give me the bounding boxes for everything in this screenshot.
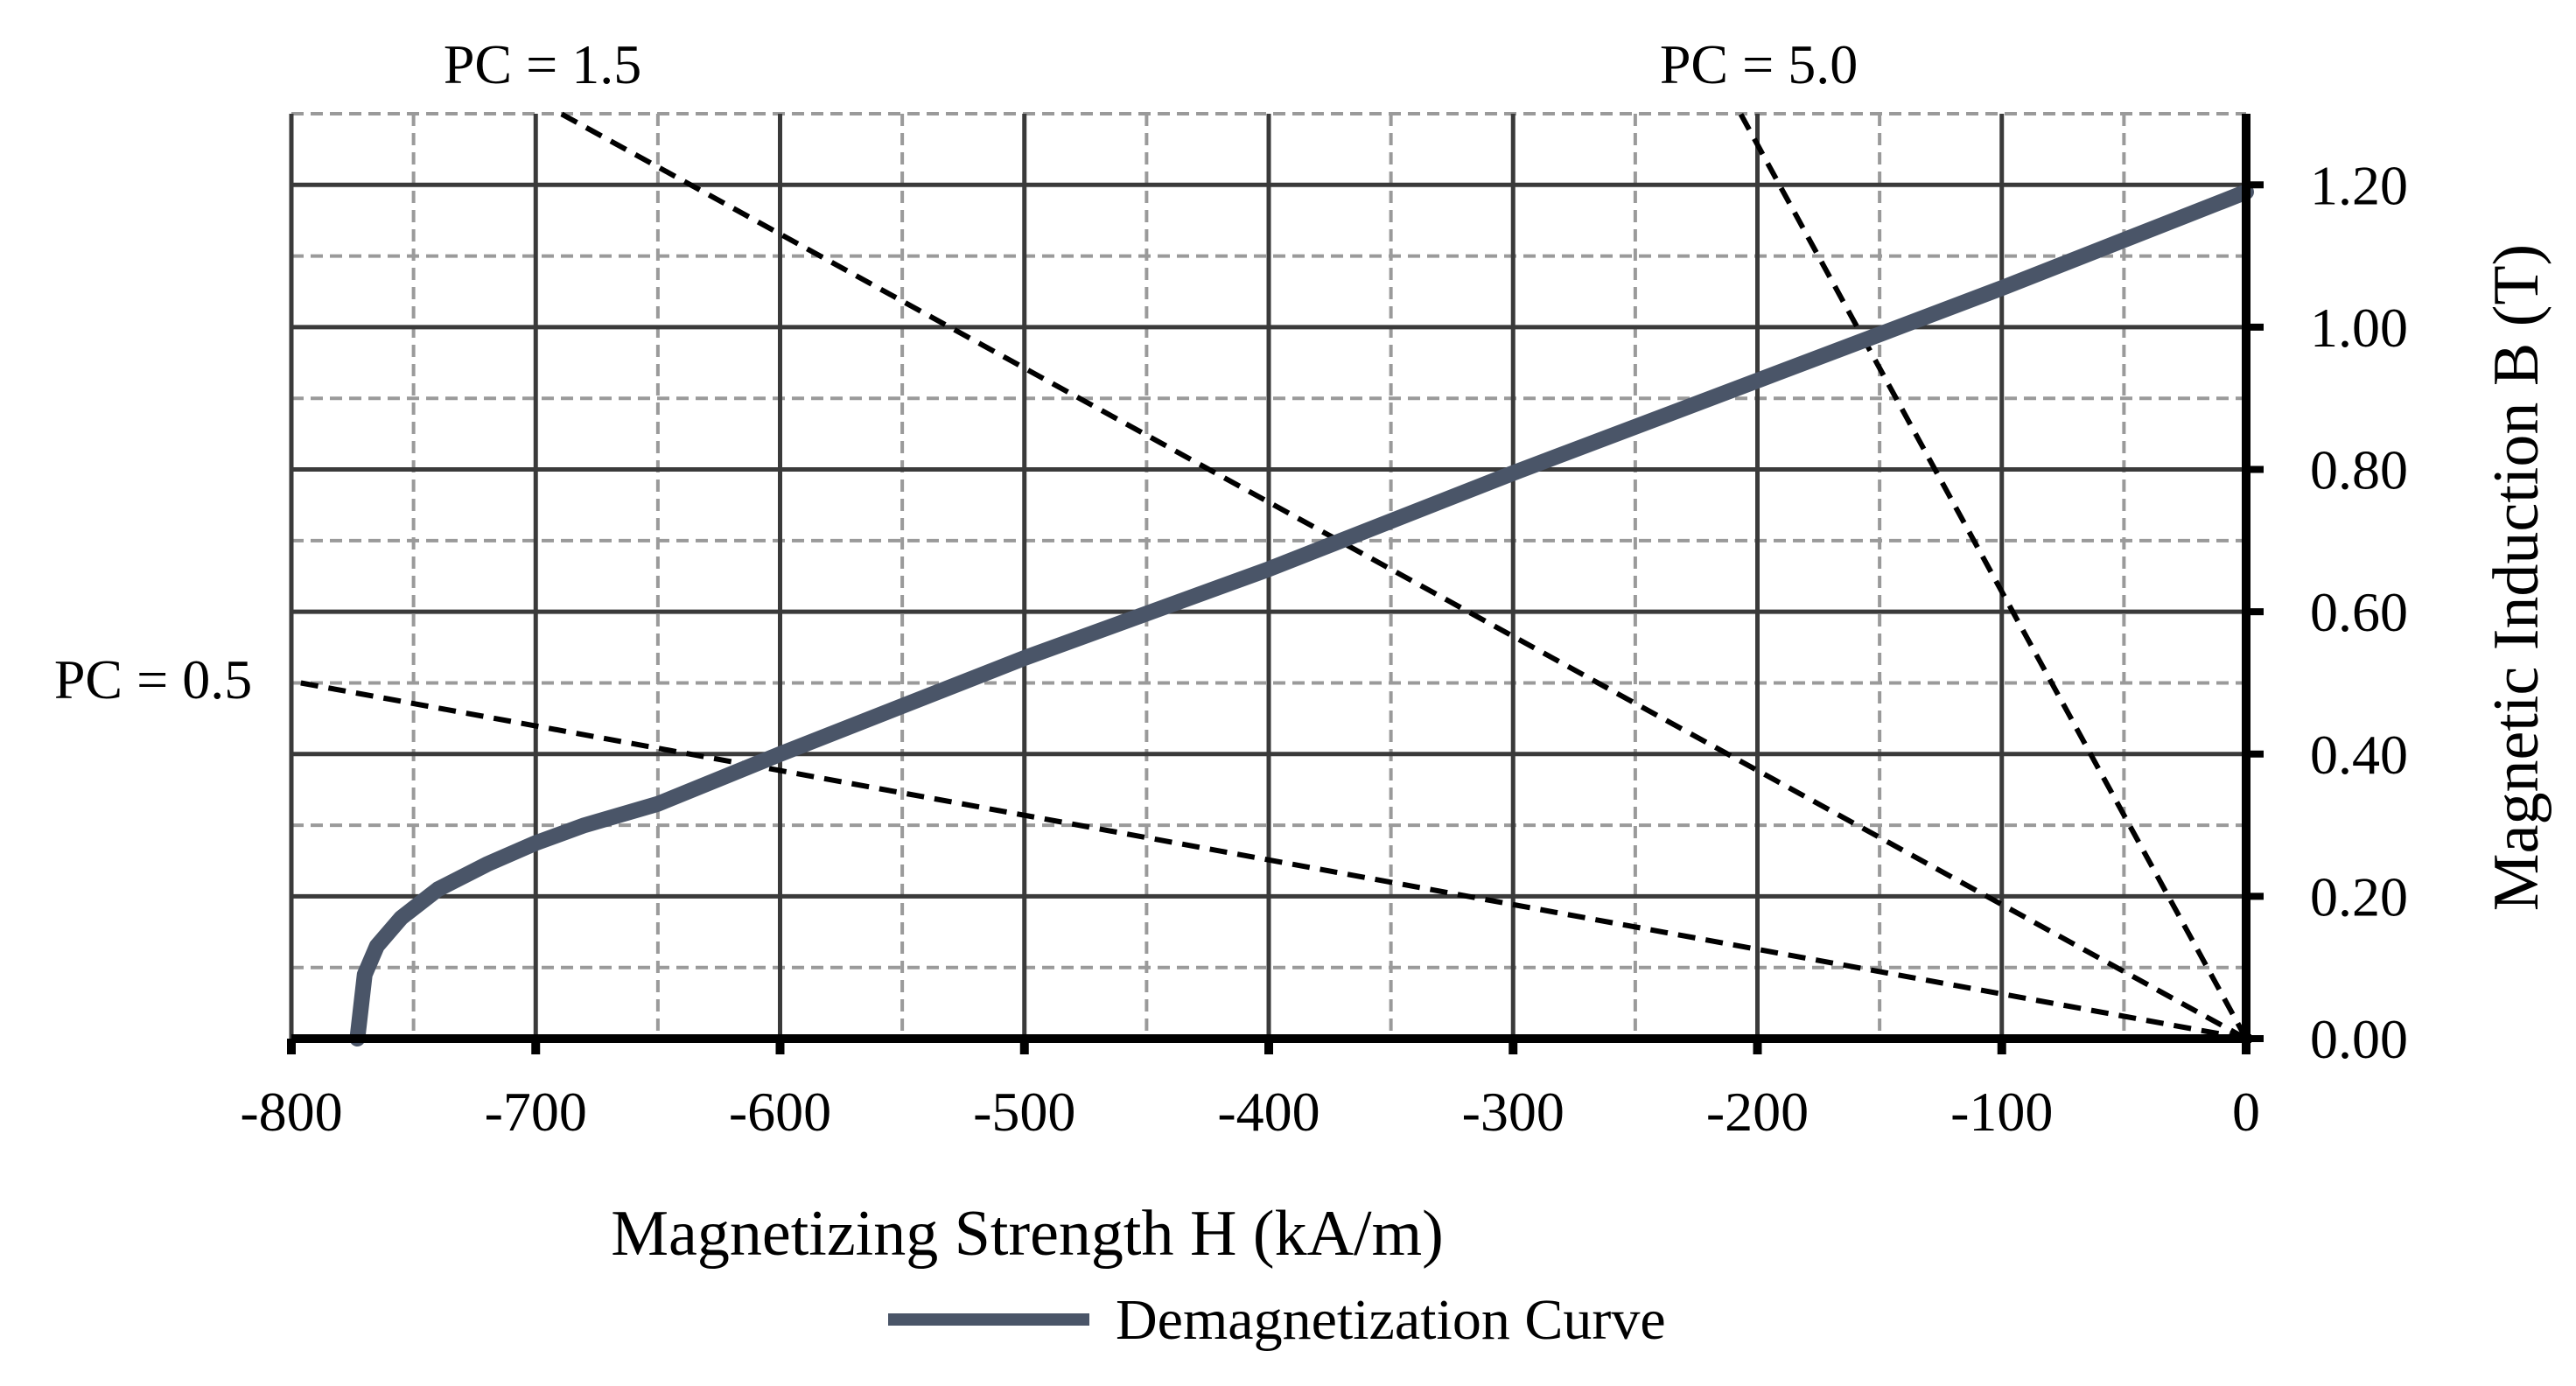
- load-line-label: PC = 5.0: [1660, 33, 1858, 95]
- x-tick-labels: -800 -700 -600 -500 -400 -300 -200 -100 0: [240, 1081, 2260, 1143]
- x-tick-label: -700: [485, 1081, 587, 1143]
- x-tick-label: -800: [240, 1081, 342, 1143]
- legend: Demagnetization Curve: [888, 1288, 1666, 1352]
- major-gridlines: [289, 114, 2246, 1039]
- y-tick-label: 0.80: [2310, 439, 2408, 501]
- data-series: [349, 184, 2254, 1046]
- x-tick-label: -300: [1462, 1081, 1564, 1143]
- load-line-label: PC = 1.5: [444, 33, 641, 95]
- load-line: [290, 678, 2247, 1041]
- y-tick-label: 0.00: [2310, 1008, 2408, 1070]
- demagnetization-curve: [349, 184, 2254, 1046]
- x-tick-label: 0: [2232, 1081, 2260, 1143]
- load-lines: [290, 111, 2249, 1041]
- axes: [287, 114, 2264, 1054]
- x-tick-label: -600: [729, 1081, 831, 1143]
- load-line: [1738, 112, 2249, 1040]
- load-line: [559, 111, 2248, 1041]
- y-tick-label: 0.40: [2310, 724, 2408, 786]
- y-axis-title: Magnetic Induction B (T): [2481, 244, 2552, 911]
- y-tick-label: 1.20: [2310, 154, 2408, 216]
- x-tick-label: -100: [1950, 1081, 2053, 1143]
- y-tick-labels: 0.00 0.20 0.40 0.60 0.80 1.00 1.20: [2310, 154, 2408, 1070]
- minor-gridlines: [291, 112, 2246, 1039]
- y-tick-label: 0.20: [2310, 865, 2408, 928]
- x-tick-label: -200: [1706, 1081, 1809, 1143]
- load-line-labels: PC = 0.5 PC = 1.5 PC = 5.0: [54, 33, 1858, 710]
- x-axis-title: Magnetizing Strength H (kA/m): [611, 1198, 1444, 1270]
- legend-label: Demagnetization Curve: [1116, 1288, 1666, 1352]
- y-tick-label: 0.60: [2310, 581, 2408, 643]
- y-tick-label: 1.00: [2310, 297, 2408, 359]
- x-tick-label: -400: [1217, 1081, 1320, 1143]
- load-line-label: PC = 0.5: [54, 648, 252, 710]
- x-tick-label: -500: [973, 1081, 1075, 1143]
